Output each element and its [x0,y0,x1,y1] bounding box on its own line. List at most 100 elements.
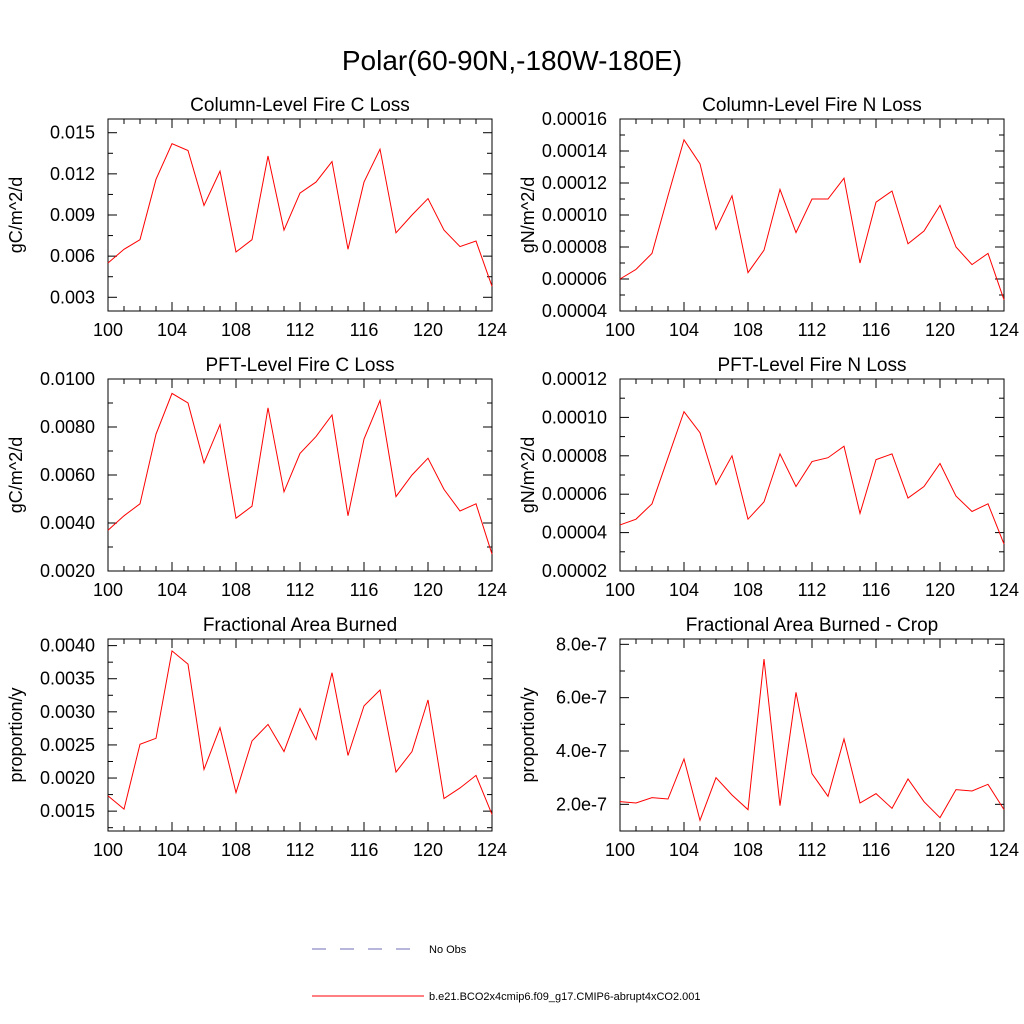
y-tick-label: 0.012 [50,164,95,184]
y-tick-label: 0.0015 [40,801,95,821]
y-tick-label: 0.0020 [40,768,95,788]
y-tick-label: 0.00014 [542,141,607,161]
series-line [107,649,493,815]
y-axis-label: proportion/y [6,687,26,782]
y-axis-label: proportion/y [518,687,538,782]
y-tick-label: 6.0e-7 [556,688,607,708]
y-axis-label: gN/m^2/d [518,177,538,253]
panel-title: PFT-Level Fire N Loss [718,355,907,376]
y-tick-label: 0.0100 [40,369,95,389]
y-tick-label: 0.0060 [40,465,95,485]
x-tick-label: 116 [862,580,891,600]
x-tick-label: 104 [669,840,699,860]
x-tick-label: 116 [862,320,891,340]
y-tick-label: 0.00010 [542,205,607,225]
x-tick-label: 100 [605,840,635,860]
x-tick-label: 100 [605,580,635,600]
plot-frame [107,378,493,572]
y-tick-label: 0.00004 [542,523,607,543]
x-tick-label: 104 [669,580,699,600]
panel-pft-level-fire-n-loss: 100 104 108 112 116 120 124 0.00002 0.00004 0.000… [518,355,1019,600]
x-tick-label: 120 [413,840,443,860]
x-tick-label: 120 [925,840,955,860]
x-tick-label: 116 [350,580,379,600]
y-tick-label: 0.0035 [40,669,95,689]
x-tick-label: 100 [93,840,123,860]
y-tick-label: 0.0040 [40,513,95,533]
legend: No Obs b.e21.BCO2x4cmip6.f09_g17.CMIP6-a… [312,944,701,1003]
panel-title: Fractional Area Burned - Crop [686,615,938,636]
panel-title: Fractional Area Burned [203,615,397,636]
x-tick-label: 104 [157,580,187,600]
plot-frame [107,118,493,312]
plot-frame [619,638,1005,832]
panel-column-level-fire-c-loss: 100 104 108 112 116 120 124 0.003 0.006 0.009 0.01… [6,95,507,340]
x-tick-label: 116 [350,840,379,860]
y-tick-label: 0.00012 [542,173,607,193]
x-tick-label: 116 [862,840,891,860]
x-tick-label: 124 [477,840,507,860]
y-tick-label: 0.00008 [542,446,607,466]
x-tick-label: 108 [733,320,763,340]
panel-title: Column-Level Fire N Loss [702,95,922,116]
x-tick-label: 112 [286,580,315,600]
y-tick-label: 0.015 [50,123,95,143]
x-tick-label: 104 [157,840,187,860]
x-tick-label: 100 [93,580,123,600]
x-tick-label: 124 [477,320,507,340]
series-line [619,138,1005,300]
x-tick-label: 120 [413,580,443,600]
y-tick-label: 4.0e-7 [556,741,607,761]
y-tick-label: 0.00010 [542,407,607,427]
legend-label-no-obs: No Obs [429,944,467,956]
y-tick-label: 0.00006 [542,269,607,289]
plot-frame [619,378,1005,572]
y-tick-label: 2.0e-7 [556,794,607,814]
panel-pft-level-fire-c-loss: 100 104 108 112 116 120 124 0.0020 0.0040 0.0060 0… [6,355,507,600]
x-tick-label: 112 [286,320,315,340]
x-tick-label: 104 [157,320,187,340]
y-axis-label: gN/m^2/d [518,437,538,513]
panel-title: PFT-Level Fire C Loss [206,355,395,376]
y-tick-label: 8.0e-7 [556,634,607,654]
x-tick-label: 108 [221,580,251,600]
series-line [619,410,1005,545]
y-tick-label: 0.0080 [40,417,95,437]
y-tick-label: 0.0030 [40,702,95,722]
x-tick-label: 112 [798,320,827,340]
x-tick-label: 108 [221,320,251,340]
x-tick-label: 120 [925,320,955,340]
y-tick-label: 0.006 [50,246,95,266]
plot-frame [107,638,493,832]
y-tick-label: 0.0040 [40,636,95,656]
panel-fractional-area-burned-crop: 100 104 108 112 116 120 124 2.0e-7 4.0e-7 6.0e-7 8… [518,615,1019,860]
y-tick-label: 0.00004 [542,301,607,321]
panel-title: Column-Level Fire C Loss [190,95,410,116]
x-tick-label: 108 [221,840,251,860]
x-tick-label: 124 [989,320,1019,340]
y-tick-label: 0.0020 [40,561,95,581]
y-tick-label: 0.003 [50,287,95,307]
series-line [619,658,1005,822]
series-line [107,143,493,287]
x-tick-label: 100 [93,320,123,340]
y-tick-label: 0.00012 [542,369,607,389]
figure-title: Polar(60-90N,-180W-180E) [342,45,682,76]
y-tick-label: 0.0025 [40,735,95,755]
x-tick-label: 124 [989,580,1019,600]
legend-label-model: b.e21.BCO2x4cmip6.f09_g17.CMIP6-abrupt4x… [429,991,701,1003]
x-tick-label: 116 [350,320,379,340]
x-tick-label: 112 [286,840,315,860]
y-tick-label: 0.00008 [542,237,607,257]
y-tick-label: 0.009 [50,205,95,225]
series-line [107,392,493,555]
x-tick-label: 104 [669,320,699,340]
x-tick-label: 108 [733,580,763,600]
y-tick-label: 0.00016 [542,109,607,129]
x-tick-label: 108 [733,840,763,860]
x-tick-label: 112 [798,580,827,600]
panel-fractional-area-burned: 100 104 108 112 116 120 124 0.0015 0.0020 0.0025 0… [6,615,507,860]
x-tick-label: 100 [605,320,635,340]
y-tick-label: 0.00002 [542,561,607,581]
